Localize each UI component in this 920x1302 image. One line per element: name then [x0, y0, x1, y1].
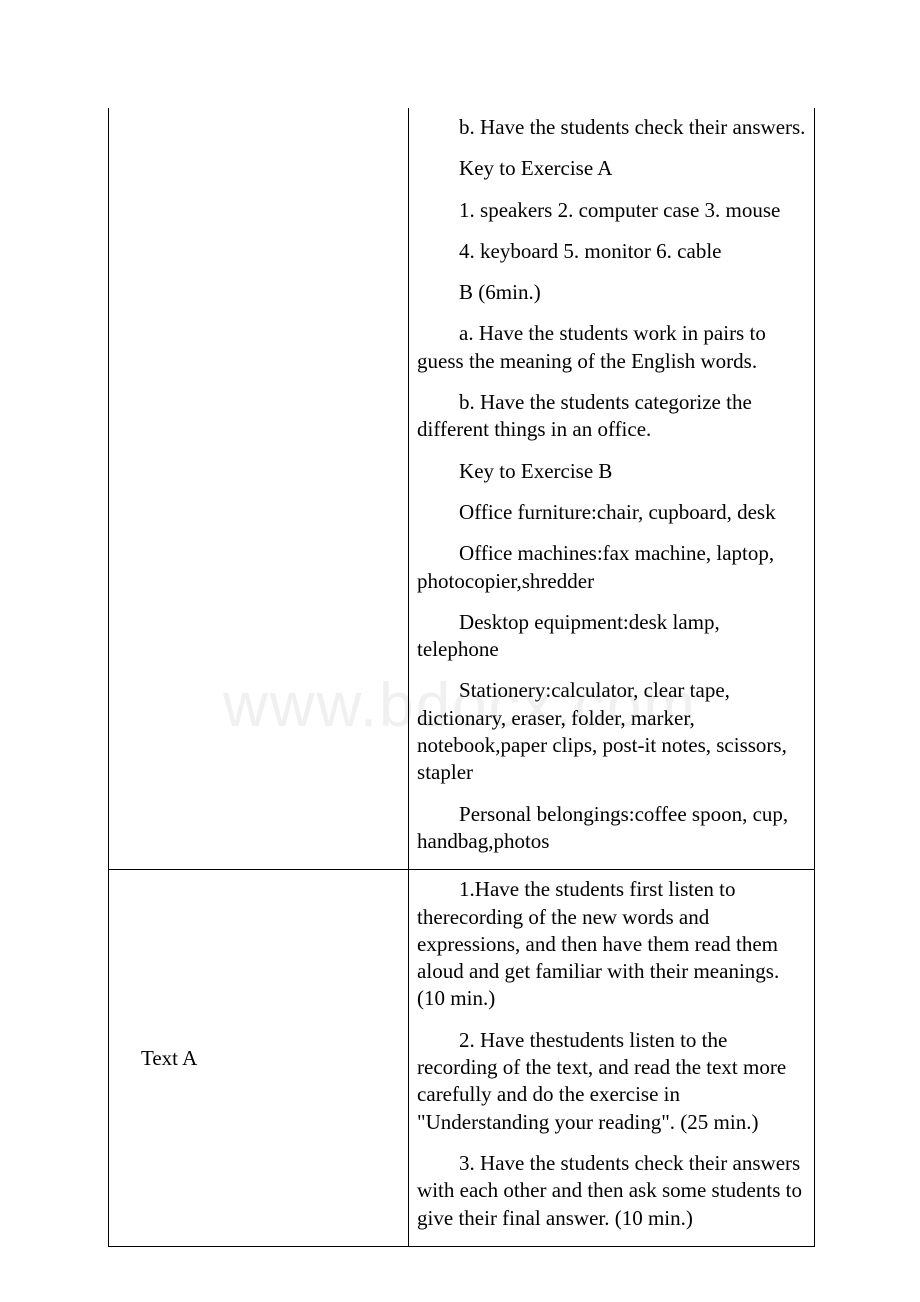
paragraph: 1. speakers 2. computer case 3. mouse: [417, 197, 806, 224]
paragraph: 4. keyboard 5. monitor 6. cable: [417, 238, 806, 265]
paragraph: Office machines:fax machine, laptop, pho…: [417, 540, 806, 595]
paragraph: Stationery:calculator, clear tape, dicti…: [417, 677, 806, 786]
table-row: Text A 1.Have the students first listen …: [109, 870, 815, 1247]
paragraph: 1.Have the students first listen to ther…: [417, 876, 806, 1012]
row1-left-cell: [109, 108, 409, 870]
row2-left-cell: Text A: [109, 870, 409, 1247]
paragraph: Office furniture:chair, cupboard, desk: [417, 499, 806, 526]
row1-right-cell: b. Have the students check their answers…: [409, 108, 815, 870]
paragraph: B (6min.): [417, 279, 806, 306]
paragraph: Key to Exercise A: [417, 155, 806, 182]
content-table: b. Have the students check their answers…: [108, 108, 815, 1247]
paragraph: Personal belongings:coffee spoon, cup, h…: [417, 801, 806, 856]
paragraph: b. Have the students check their answers…: [417, 114, 806, 141]
paragraph: Key to Exercise B: [417, 458, 806, 485]
paragraph: 3. Have the students check their answers…: [417, 1150, 806, 1232]
paragraph: 2. Have thestudents listen to the record…: [417, 1027, 806, 1136]
page-container: b. Have the students check their answers…: [0, 0, 920, 1247]
row2-right-cell: 1.Have the students first listen to ther…: [409, 870, 815, 1247]
paragraph: b. Have the students categorize the diff…: [417, 389, 806, 444]
table-row: b. Have the students check their answers…: [109, 108, 815, 870]
paragraph: a. Have the students work in pairs to gu…: [417, 320, 806, 375]
paragraph: Desktop equipment:desk lamp, telephone: [417, 609, 806, 664]
